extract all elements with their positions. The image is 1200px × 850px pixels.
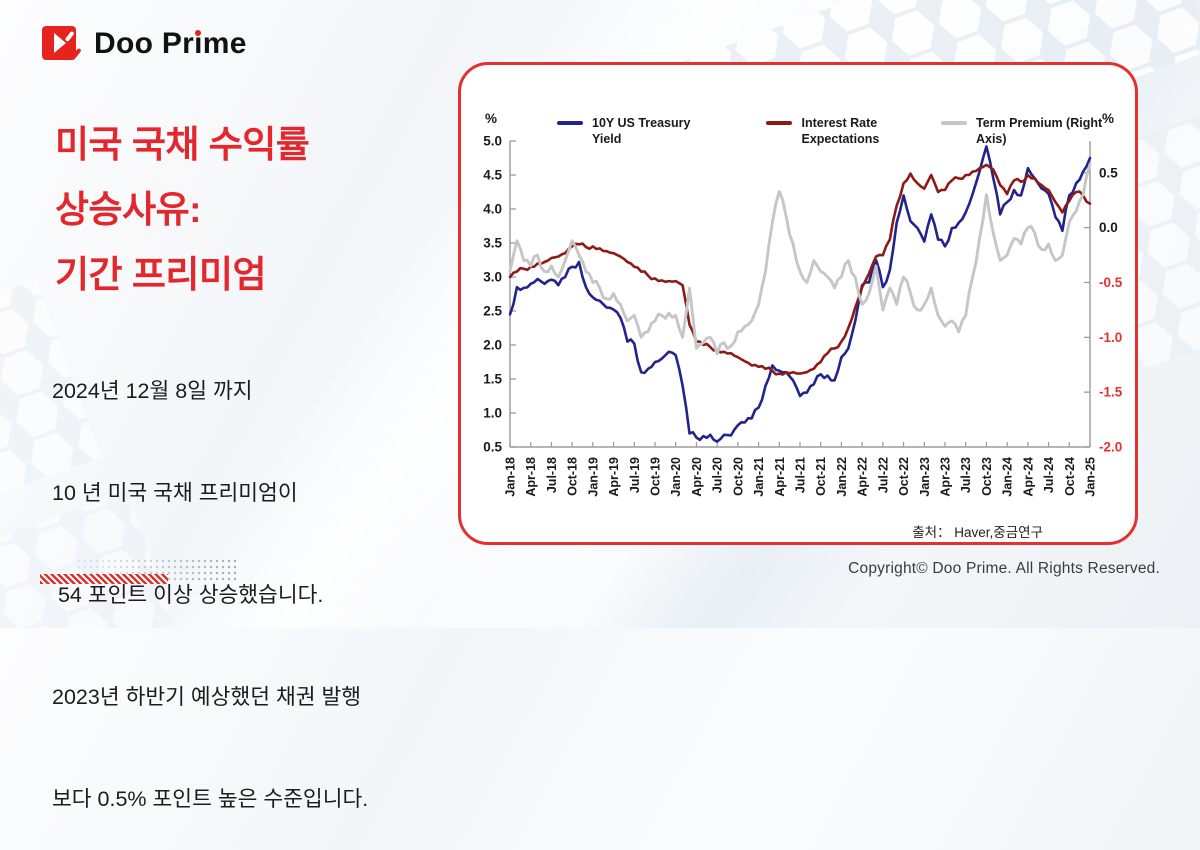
description-line: 2023년 하반기 예상했던 채권 발행: [52, 685, 362, 709]
svg-text:2.5: 2.5: [483, 304, 502, 319]
svg-text:Apr-21: Apr-21: [773, 457, 787, 497]
legend-item-treasury-yield: 10Y US Treasury Yield: [557, 115, 722, 147]
doo-prime-logo-icon: [42, 26, 81, 60]
svg-text:Jul-23: Jul-23: [959, 457, 973, 493]
svg-text:Apr-18: Apr-18: [524, 457, 538, 497]
chart-source: 출처： Haver,중금연구: [912, 525, 1043, 540]
svg-text:Oct-21: Oct-21: [814, 457, 828, 496]
svg-text:Oct-22: Oct-22: [897, 457, 911, 496]
svg-text:4.0: 4.0: [483, 202, 502, 217]
legend-item-term-premium: Term Premium (Right Axis): [940, 115, 1135, 147]
page-title-line2: 상승사유:: [55, 189, 201, 230]
page-title: 미국 국채 수익률 상승사유: 기간 프리미엄: [55, 112, 310, 307]
svg-text:Jan-24: Jan-24: [1001, 457, 1015, 497]
description-line: 10 년 미국 국채 프리미엄이: [52, 481, 298, 505]
svg-text:1.0: 1.0: [483, 406, 502, 421]
svg-text:Jan-23: Jan-23: [918, 457, 932, 497]
svg-text:Jul-24: Jul-24: [1042, 457, 1056, 493]
brand-logo: Doo Pr i me: [42, 24, 247, 64]
svg-text:5.0: 5.0: [483, 134, 502, 149]
description-line: 2024년 12월 8일 까지: [52, 379, 253, 403]
svg-text:3.0: 3.0: [483, 270, 502, 285]
page-title-line1: 미국 국채 수익률: [55, 124, 310, 165]
svg-text:Jan-19: Jan-19: [586, 457, 600, 497]
svg-text:0.5: 0.5: [1099, 165, 1118, 180]
chart-legend: 10Y US Treasury Yield Interest Rate Expe…: [557, 115, 1135, 147]
svg-text:Jul-19: Jul-19: [628, 457, 642, 493]
svg-text:Oct-18: Oct-18: [566, 457, 580, 496]
stripes-decoration: [40, 574, 168, 584]
darkred-line-swatch-icon: [766, 121, 793, 125]
svg-text:Apr-19: Apr-19: [607, 457, 621, 497]
svg-text:%: %: [485, 111, 497, 126]
svg-text:Oct-19: Oct-19: [649, 457, 663, 496]
svg-text:Jul-20: Jul-20: [711, 457, 725, 493]
svg-text:Oct-20: Oct-20: [731, 457, 745, 496]
svg-text:2.0: 2.0: [483, 338, 502, 353]
brand-wordmark: Doo Pr i me: [94, 27, 247, 60]
copyright-text: Copyright© Doo Prime. All Rights Reserve…: [848, 560, 1160, 577]
svg-text:0.5: 0.5: [483, 440, 502, 455]
svg-text:Jan-25: Jan-25: [1084, 457, 1098, 497]
svg-text:-1.0: -1.0: [1099, 330, 1122, 345]
svg-text:Oct-23: Oct-23: [980, 457, 994, 496]
page-title-line3: 기간 프리미엄: [55, 254, 267, 295]
svg-text:-2.0: -2.0: [1099, 440, 1122, 455]
svg-text:Apr-24: Apr-24: [1021, 457, 1035, 497]
svg-text:Jan-21: Jan-21: [752, 457, 766, 497]
svg-text:Jul-22: Jul-22: [876, 457, 890, 493]
svg-text:1.5: 1.5: [483, 372, 502, 387]
svg-text:3.5: 3.5: [483, 236, 502, 251]
svg-text:Oct-24: Oct-24: [1063, 457, 1077, 496]
description-line: 보다 0.5% 포인트 높은 수준입니다.: [52, 787, 369, 811]
chart-card: 10Y US Treasury Yield Interest Rate Expe…: [458, 62, 1138, 545]
svg-text:-1.5: -1.5: [1099, 385, 1123, 400]
svg-text:Jul-21: Jul-21: [794, 457, 808, 493]
svg-text:Apr-20: Apr-20: [690, 457, 704, 497]
blue-line-swatch-icon: [557, 121, 583, 125]
svg-text:Jul-18: Jul-18: [545, 457, 559, 493]
gray-line-swatch-icon: [940, 121, 967, 125]
svg-text:Jan-18: Jan-18: [504, 457, 518, 497]
svg-text:-0.5: -0.5: [1099, 275, 1123, 290]
svg-text:Jan-22: Jan-22: [835, 457, 849, 497]
svg-text:Jan-20: Jan-20: [669, 457, 683, 497]
svg-text:0.0: 0.0: [1099, 220, 1118, 235]
svg-text:Apr-22: Apr-22: [856, 457, 870, 497]
legend-item-rate-expectations: Interest Rate Expectations: [766, 115, 897, 147]
svg-text:Apr-23: Apr-23: [939, 457, 953, 497]
svg-text:4.5: 4.5: [483, 168, 502, 183]
